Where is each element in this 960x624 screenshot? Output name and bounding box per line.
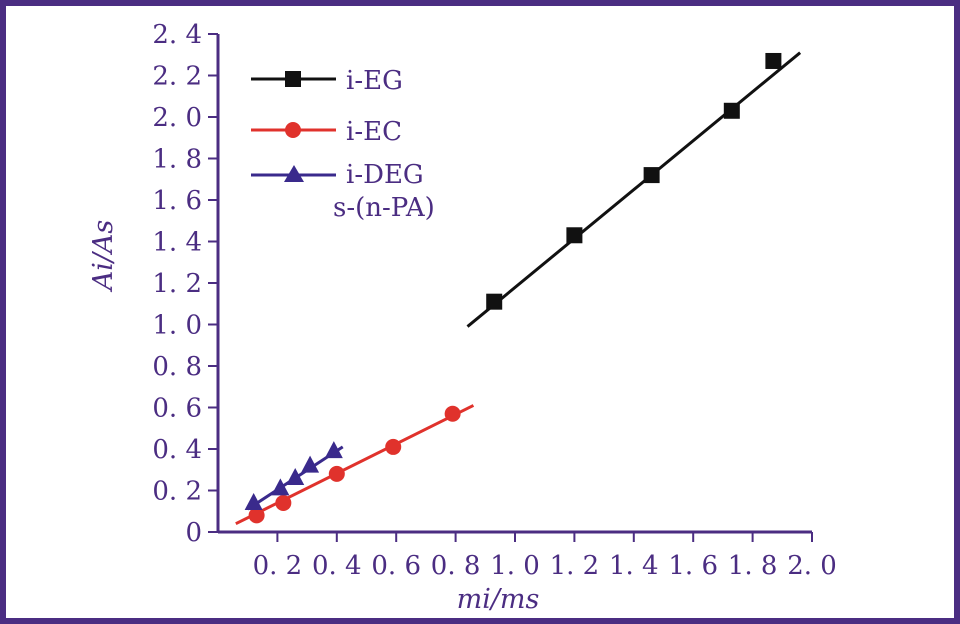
legend-label-ec: i-EC xyxy=(346,117,402,147)
data-point-deg xyxy=(286,468,305,486)
y-axis-title: Ai/As xyxy=(88,220,119,294)
data-point-eg xyxy=(643,167,660,184)
data-point-deg xyxy=(324,441,343,459)
data-point-deg xyxy=(301,455,320,473)
legend-note: s-(n-PA) xyxy=(333,193,435,223)
data-point-deg xyxy=(244,492,263,510)
x-tick-label: 1. 2 xyxy=(550,551,600,581)
y-tick-label: 1. 2 xyxy=(152,269,202,299)
legend-marker-ec xyxy=(285,122,301,138)
y-tick-label: 0 xyxy=(185,518,202,548)
x-tick-label: 0. 8 xyxy=(431,551,481,581)
y-tick-label: 0. 6 xyxy=(152,394,202,424)
fit-line-eg xyxy=(466,51,802,328)
data-points xyxy=(244,52,782,524)
x-tick-label: 0. 6 xyxy=(371,551,421,581)
data-point-eg xyxy=(486,293,503,310)
legend-marker-deg xyxy=(284,165,304,182)
x-tick-label: 1. 4 xyxy=(609,551,659,581)
legend: i-EG i-EC i-DEG s-(n-PA) xyxy=(251,66,435,223)
data-point-eg xyxy=(765,52,782,69)
axes: 0. 2 0. 4 0. 6 0. 8 1. 0 1. 2 1. 4 1. 6 1. 8 2. 0… xyxy=(152,20,836,581)
data-point-ec xyxy=(328,465,345,482)
y-tick-label: 1. 8 xyxy=(152,145,202,175)
data-point-ec xyxy=(444,405,461,422)
x-tick-label: 0. 2 xyxy=(253,551,303,581)
x-tick-label: 2. 0 xyxy=(787,551,837,581)
fit-lines xyxy=(235,51,802,526)
x-tick-label: 1. 8 xyxy=(728,551,778,581)
y-tick-label: 0. 8 xyxy=(152,352,202,382)
y-tick-label: 1. 4 xyxy=(152,228,202,258)
x-tick-label: 1. 0 xyxy=(490,551,540,581)
data-point-ec xyxy=(385,438,402,455)
y-tick-label: 1. 6 xyxy=(152,186,202,216)
x-tick-label: 1. 6 xyxy=(668,551,718,581)
data-point-deg xyxy=(271,478,290,496)
x-axis-title: mi/ms xyxy=(457,584,540,615)
data-point-ec xyxy=(275,494,292,511)
y-tick-label: 2. 2 xyxy=(152,62,202,92)
x-tick-label: 0. 4 xyxy=(312,551,362,581)
data-point-eg xyxy=(723,102,740,119)
data-point-eg xyxy=(566,227,583,244)
fit-line-ec xyxy=(235,404,475,526)
legend-label-eg: i-EG xyxy=(346,66,403,96)
y-tick-label: 1. 0 xyxy=(152,311,202,341)
y-tick-label: 2. 0 xyxy=(152,103,202,133)
legend-label-deg: i-DEG xyxy=(346,160,424,190)
data-point-ec xyxy=(248,507,265,524)
legend-marker-eg xyxy=(285,71,301,87)
y-tick-label: 0. 4 xyxy=(152,435,202,465)
y-tick-label: 0. 2 xyxy=(152,477,202,507)
y-tick-label: 2. 4 xyxy=(152,20,202,50)
